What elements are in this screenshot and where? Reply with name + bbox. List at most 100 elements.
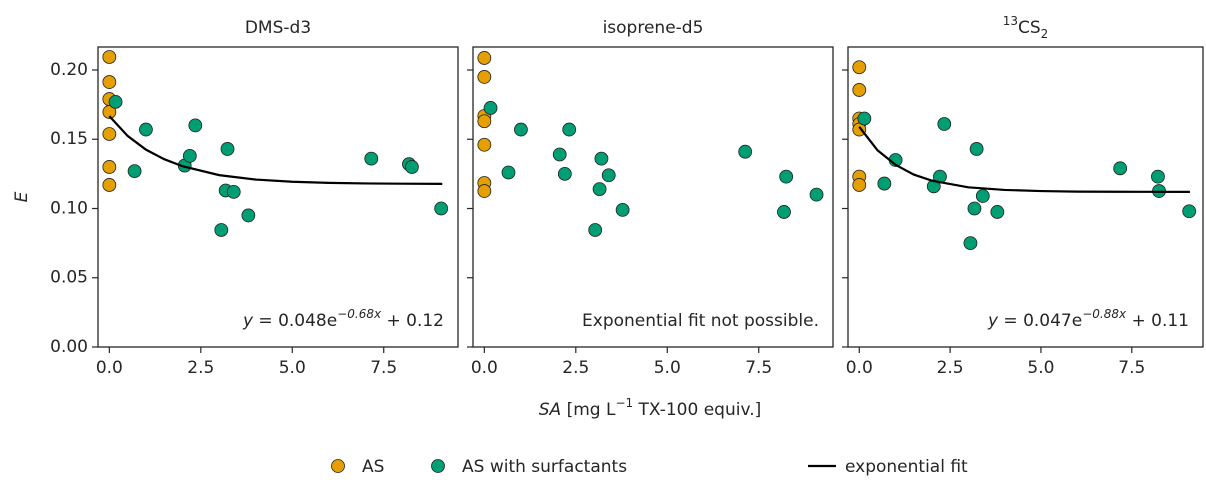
- panel-frame: [472, 46, 834, 348]
- point: [102, 50, 117, 64]
- point: [552, 147, 567, 162]
- point: [1151, 169, 1165, 184]
- y-tick-label: 0.00: [50, 337, 88, 357]
- x-tick-label: 0.0: [846, 358, 873, 378]
- annotation-part: Exponential fit not possible.: [582, 311, 819, 331]
- point: [102, 75, 117, 89]
- annotation-part: −0.88x: [1082, 307, 1127, 321]
- title-part: CS: [1018, 18, 1041, 38]
- point: [182, 148, 197, 163]
- annotation-part: −0.68x: [337, 307, 382, 321]
- point: [477, 184, 492, 198]
- x-label-part: −1: [615, 396, 633, 410]
- point: [434, 201, 449, 216]
- x-label-part: SA: [539, 400, 561, 420]
- point: [852, 83, 867, 97]
- point: [139, 122, 153, 137]
- point: [975, 189, 990, 203]
- panel-frame: [847, 46, 1204, 348]
- point: [615, 202, 630, 217]
- point: [364, 151, 379, 166]
- annotation: Exponential fit not possible.: [582, 311, 819, 331]
- y-tick-label: 0.15: [50, 129, 88, 149]
- legend-marker: [431, 459, 445, 473]
- y-tick-label: 0.10: [50, 198, 88, 218]
- title-part: DMS-d3: [245, 18, 311, 38]
- point: [102, 160, 117, 174]
- x-tick-label: 0.0: [96, 358, 123, 378]
- point: [557, 166, 572, 181]
- panel-title: 13CS2: [1003, 14, 1049, 41]
- panel-frame: [97, 46, 459, 348]
- point: [226, 184, 241, 199]
- point: [102, 127, 117, 141]
- point: [102, 105, 117, 119]
- x-tick-label: 0.0: [471, 358, 498, 378]
- point: [937, 117, 952, 131]
- panel-title: DMS-d3: [245, 18, 311, 38]
- point: [241, 208, 256, 223]
- point: [857, 111, 872, 126]
- x-label-part: [mg L: [561, 400, 616, 420]
- y-tick-label: 0.20: [50, 60, 88, 80]
- y-axis-label: E: [12, 191, 32, 202]
- x-axis-label: SA [mg L−1 TX-100 equiv.]: [539, 396, 762, 421]
- point: [990, 205, 1005, 219]
- legend-label: AS with surfactants: [462, 457, 627, 477]
- point: [926, 179, 941, 194]
- annotation-part: + 0.11: [1126, 311, 1189, 331]
- point: [592, 182, 607, 197]
- x-tick-label: 7.5: [1118, 358, 1145, 378]
- annotation-part: + 0.12: [381, 311, 444, 331]
- point: [562, 122, 577, 137]
- legend-marker: [331, 459, 345, 473]
- point: [594, 151, 609, 166]
- fit-line: [858, 126, 1190, 193]
- point: [852, 60, 867, 75]
- point: [477, 137, 492, 152]
- y-tick-label: 0.05: [50, 268, 88, 288]
- fit-line: [108, 115, 443, 185]
- point: [514, 122, 528, 137]
- point: [501, 165, 516, 180]
- point: [967, 201, 982, 216]
- x-tick-label: 2.5: [562, 358, 589, 378]
- annotation-part: = 0.048e: [253, 311, 337, 331]
- point: [477, 114, 492, 129]
- point: [477, 70, 492, 84]
- point: [969, 142, 984, 156]
- point: [220, 142, 235, 156]
- point: [738, 144, 753, 159]
- x-tick-label: 7.5: [745, 358, 772, 378]
- point: [877, 176, 892, 191]
- point: [405, 160, 419, 174]
- annotation-part: y: [242, 311, 254, 331]
- point: [483, 101, 498, 115]
- point: [963, 236, 978, 251]
- legend-label: exponential fit: [845, 457, 968, 477]
- x-label-part: TX-100 equiv.]: [633, 400, 761, 420]
- panel-title: isoprene-d5: [603, 18, 704, 38]
- point: [188, 118, 203, 133]
- annotation: y = 0.048e−0.68x + 0.12: [242, 307, 444, 332]
- point: [214, 223, 229, 237]
- title-part: 13: [1003, 14, 1018, 28]
- x-tick-label: 2.5: [187, 358, 214, 378]
- x-tick-label: 5.0: [279, 358, 306, 378]
- point: [1182, 204, 1197, 219]
- point: [588, 223, 603, 237]
- legend-label: AS: [362, 457, 384, 477]
- point: [127, 164, 142, 178]
- x-tick-label: 2.5: [937, 358, 964, 378]
- point: [852, 178, 867, 192]
- point: [102, 178, 117, 192]
- annotation: y = 0.047e−0.88x + 0.11: [987, 307, 1189, 332]
- point: [779, 169, 794, 184]
- point: [108, 94, 123, 109]
- x-tick-label: 7.5: [370, 358, 397, 378]
- annotation-part: = 0.047e: [998, 311, 1082, 331]
- point: [809, 187, 824, 202]
- point: [477, 51, 492, 65]
- point: [777, 205, 791, 219]
